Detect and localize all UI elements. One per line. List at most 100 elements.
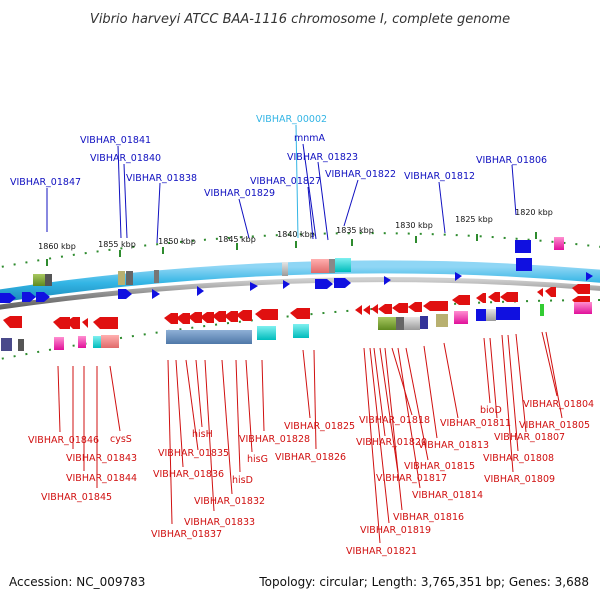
feature-box: [540, 304, 544, 316]
feature-box: [515, 240, 531, 253]
gene-label-reverse: VIBHAR_01815: [404, 461, 475, 472]
reverse-gene: [236, 310, 252, 321]
gene-label-reverse: VIBHAR_01817: [376, 473, 447, 484]
reverse-gene: [378, 304, 392, 314]
gene-label-reverse: VIBHAR_01846: [28, 435, 99, 446]
forward-gene: [250, 282, 258, 291]
reverse-gene: [423, 301, 448, 311]
forward-labels: VIBHAR_00002 mnmA VIBHAR_01841 VIBHAR_01…: [10, 114, 547, 199]
scale-label: 1855 kbp: [98, 240, 136, 249]
feature-box: [454, 311, 468, 324]
reverse-gene: [290, 308, 310, 319]
forward-gene: [586, 272, 593, 281]
feature-box: [396, 317, 404, 330]
reverse-leaders: [57, 331, 563, 544]
reverse-gene: [452, 295, 470, 305]
feature-box: [54, 337, 64, 350]
gene-label-forward: VIBHAR_01838: [126, 173, 197, 184]
gene-label-reverse: VIBHAR_01814: [412, 490, 483, 501]
feature-box: [257, 326, 276, 340]
scale-label: 1840 kbp: [277, 230, 315, 239]
reverse-gene: [545, 287, 556, 297]
scale-major-ticks: [46, 232, 537, 266]
feature-box: [404, 317, 420, 330]
gene-label-reverse: VIBHAR_01804: [523, 399, 594, 410]
gene-label-reverse: VIBHAR_01845: [41, 492, 112, 503]
feature-box: [329, 259, 335, 273]
gene-label-forward: VIBHAR_01827: [250, 176, 321, 187]
reverse-gene: [572, 284, 590, 294]
accession-text: Accession: NC_009783: [9, 575, 145, 589]
scale-label: 1850 kbp: [158, 237, 196, 246]
feature-box: [516, 258, 532, 271]
reverse-gene: [93, 317, 118, 329]
feature-box: [118, 271, 125, 285]
gene-label-reverse: VIBHAR_01808: [483, 453, 554, 464]
gene-label-forward: VIBHAR_01840: [90, 153, 161, 164]
forward-gene: [22, 292, 36, 302]
feature-box: [378, 317, 396, 330]
forward-gene: [118, 289, 132, 299]
scale-label: 1830 kbp: [395, 221, 433, 230]
feature-box: [436, 314, 448, 327]
forward-leaders: [46, 143, 517, 244]
gene-label-reverse: VIBHAR_01828: [239, 434, 310, 445]
reverse-features: [1, 302, 592, 351]
gene-label-reverse: hisD: [232, 475, 253, 486]
feature-box: [282, 262, 288, 276]
gene-label-forward: VIBHAR_01806: [476, 155, 547, 166]
forward-gene-arrows: [0, 272, 593, 303]
reverse-gene: [363, 305, 370, 315]
gene-label-reverse: hisG: [247, 454, 268, 465]
forward-gene: [197, 286, 204, 296]
forward-features: [33, 237, 564, 286]
gene-label-reverse: VIBHAR_01844: [66, 473, 137, 484]
forward-gene: [0, 293, 16, 303]
feature-box: [420, 316, 428, 329]
reverse-labels: VIBHAR_01804 bioD VIBHAR_01825 VIBHAR_01…: [28, 399, 594, 557]
reverse-gene: [188, 312, 202, 323]
reverse-gene: [476, 293, 486, 303]
forward-gene: [334, 278, 351, 288]
gene-label-reverse: VIBHAR_01818: [359, 415, 430, 426]
feature-box: [154, 270, 159, 283]
reverse-gene: [500, 292, 518, 302]
feature-box: [1, 338, 12, 351]
scale-labels: 1860 kbp 1855 kbp 1850 kbp 1845 kbp 1840…: [38, 208, 553, 251]
gene-label-forward: VIBHAR_01812: [404, 171, 475, 182]
forward-gene: [36, 292, 50, 302]
forward-gene: [315, 279, 333, 289]
gene-label-reverse: VIBHAR_01836: [153, 469, 224, 480]
gene-label-reverse: hisH: [192, 429, 213, 440]
gene-label-reverse: VIBHAR_01805: [519, 420, 590, 431]
feature-box: [101, 335, 119, 348]
feature-box: [293, 324, 309, 338]
gene-label-reverse: VIBHAR_01811: [440, 418, 511, 429]
feature-box: [45, 274, 52, 286]
outer-tick-arc: [0, 232, 600, 269]
reverse-gene: [176, 313, 190, 324]
highlight-leader: [295, 124, 299, 239]
gene-label-forward: VIBHAR_01847: [10, 177, 81, 188]
forward-gene: [455, 272, 462, 281]
scale-label: 1820 kbp: [515, 208, 553, 217]
gene-label-forward: VIBHAR_01823: [287, 152, 358, 163]
feature-box: [335, 258, 351, 272]
feature-box: [476, 309, 486, 321]
gene-label-reverse: VIBHAR_01833: [184, 517, 255, 528]
feature-box: [496, 307, 520, 320]
gene-label-reverse: VIBHAR_01809: [484, 474, 555, 485]
gene-label-forward: VIBHAR_00002: [256, 114, 327, 125]
gene-label-reverse: VIBHAR_01837: [151, 529, 222, 540]
feature-box: [126, 271, 133, 285]
gene-label-reverse: VIBHAR_01821: [346, 546, 417, 557]
gene-label-reverse: VIBHAR_01832: [194, 496, 265, 507]
reverse-strand-track: [0, 277, 600, 310]
gene-label-forward: VIBHAR_01841: [80, 135, 151, 146]
gene-label-reverse: VIBHAR_01819: [360, 525, 431, 536]
reverse-gene: [408, 302, 422, 312]
feature-box: [18, 339, 24, 351]
gene-label-reverse: VIBHAR_01825: [284, 421, 355, 432]
map-title: Vibrio harveyi ATCC BAA-1116 chromosome …: [90, 12, 510, 27]
